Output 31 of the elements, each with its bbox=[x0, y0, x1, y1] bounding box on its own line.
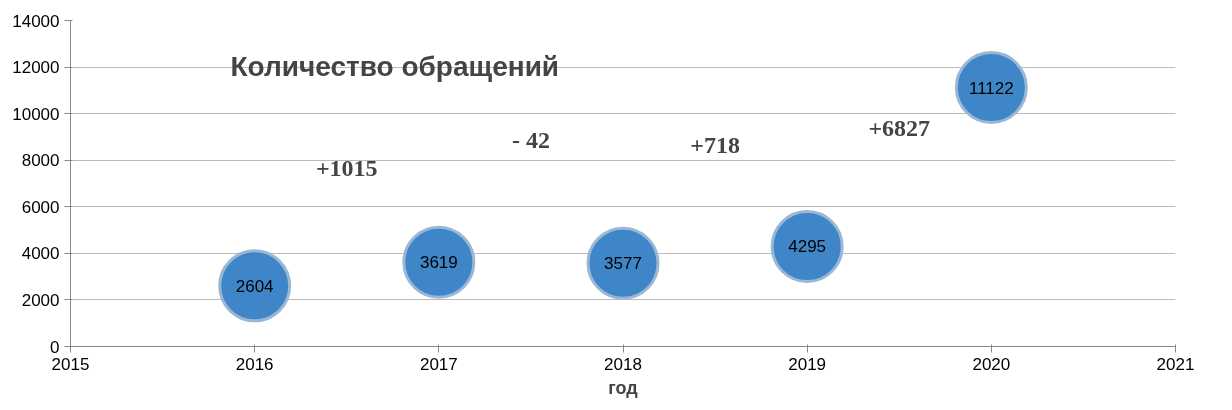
x-tick-label: 2020 bbox=[972, 354, 1011, 374]
x-tick-label: 2016 bbox=[235, 354, 274, 374]
annotation: +6827 bbox=[868, 115, 931, 142]
data-label: 2604 bbox=[235, 276, 274, 296]
y-tick-label: 10000 bbox=[12, 104, 60, 124]
y-tick-label: 8000 bbox=[21, 151, 60, 171]
y-tick-label: 4000 bbox=[21, 244, 60, 264]
x-tick-label: 2021 bbox=[1156, 354, 1195, 374]
point bbox=[954, 51, 1028, 124]
data-label: 4295 bbox=[788, 237, 827, 257]
annotation: +718 bbox=[690, 132, 740, 159]
data-label: 3619 bbox=[419, 253, 458, 273]
y-tick-label: 12000 bbox=[12, 58, 60, 78]
point bbox=[402, 225, 476, 299]
x-axis-title: год bbox=[608, 377, 639, 398]
point bbox=[218, 249, 292, 323]
data-label: 11122 bbox=[968, 78, 1014, 98]
point bbox=[586, 226, 660, 300]
x-tick-label: 2018 bbox=[604, 354, 642, 374]
x-tick-label: 2019 bbox=[788, 354, 827, 374]
text: Количество обращений bbox=[230, 50, 560, 82]
x-tick-label: 2017 bbox=[419, 354, 458, 374]
x-tick-label: 2015 bbox=[51, 354, 90, 374]
y-tick-label: 0 bbox=[50, 337, 60, 357]
annotation: - 42 bbox=[511, 127, 550, 154]
y-tick-label: 14000 bbox=[12, 11, 60, 31]
data-label: 3577 bbox=[604, 254, 642, 274]
y-tick-label: 2000 bbox=[21, 290, 60, 310]
point bbox=[770, 210, 844, 283]
annotation: +1015 bbox=[315, 154, 378, 181]
y-tick-label: 6000 bbox=[21, 197, 60, 217]
